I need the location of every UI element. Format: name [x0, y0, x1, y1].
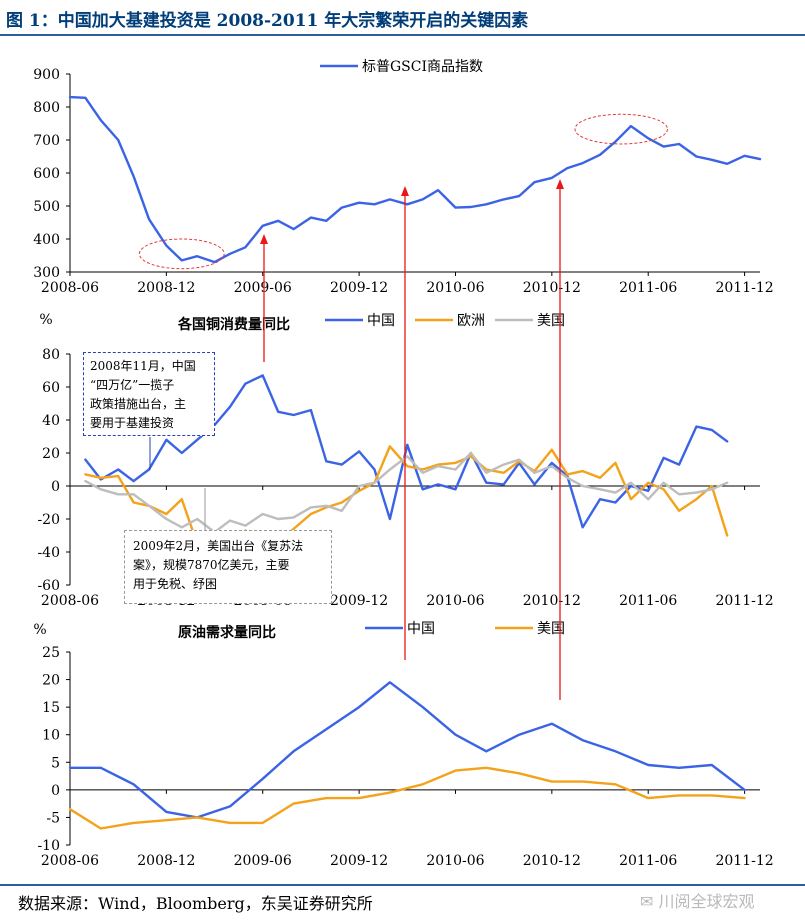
y-tick-label: 400: [33, 232, 60, 248]
y-tick-label: 0: [51, 479, 60, 495]
wechat-icon: ✉: [640, 892, 659, 911]
y-tick-label: 10: [42, 728, 60, 744]
x-tick-label: 2011-06: [619, 853, 677, 869]
x-tick-label: 2008-12: [137, 853, 195, 869]
x-tick-label: 2010-12: [523, 853, 581, 869]
x-tick-label: 2011-06: [619, 593, 677, 609]
stimulus-2008-annotation: 2008年11月，中国 “四万亿”一揽子 政策措施出台，主 要用于基建投资: [83, 352, 215, 436]
x-tick-label: 2008-06: [41, 853, 99, 869]
y-tick-label: 0: [51, 783, 60, 799]
figure-title: 图 1：中国加大基建投资是 2008-2011 年大宗繁荣开启的关键因素: [6, 11, 529, 31]
chart-title: 原油需求量同比: [178, 624, 276, 641]
series-line-china: [84, 374, 729, 529]
highlight-ellipse: [138, 238, 225, 270]
x-tick-label: 2010-06: [426, 853, 484, 869]
y-tick-label: 5: [51, 755, 60, 771]
legend-label: 美国: [537, 621, 565, 637]
legend-label: 标普GSCI商品指数: [362, 59, 483, 75]
y-tick-label: -20: [37, 512, 60, 528]
y-axis-unit: %: [33, 622, 46, 638]
y-tick-label: 40: [42, 413, 60, 429]
x-tick-label: 2008-06: [41, 593, 99, 609]
annotation-line: 2008年11月，中国: [90, 359, 196, 373]
legend-label: 中国: [367, 313, 395, 329]
y-tick-label: -5: [46, 810, 60, 826]
y-tick-label: 20: [42, 446, 60, 462]
y-tick-label: 25: [42, 645, 60, 661]
annotation-line: 政策措施出台，主: [90, 397, 187, 411]
source-note: 数据来源：Wind，Bloomberg，东吴证券研究所: [18, 894, 373, 913]
legend-label: 中国: [407, 621, 435, 637]
y-tick-label: 20: [42, 673, 60, 689]
y-tick-label: 700: [33, 133, 60, 149]
legend-label: 美国: [537, 313, 565, 329]
x-tick-label: 2010-12: [523, 280, 581, 296]
annotation-line: 用于免税、纾困: [133, 577, 218, 591]
series-line-europe: [84, 445, 729, 545]
y-tick-label: 15: [42, 700, 60, 716]
y-axis-unit: %: [39, 312, 52, 328]
event-arrow-head: [401, 186, 409, 196]
annotation-line: 2009年2月，美国出台《复苏法: [133, 539, 304, 553]
y-tick-label: -60: [37, 578, 60, 594]
event-arrow-head: [260, 234, 268, 244]
annotation-line: “四万亿”一揽子: [90, 378, 175, 392]
arra-2009-annotation: 2009年2月，美国出台《复苏法 案》，规模7870亿美元，主要 用于免税、纾困: [124, 530, 332, 604]
watermark-text: 川阅全球宏观: [658, 892, 755, 911]
series-line-china: [68, 95, 762, 264]
x-tick-label: 2010-06: [426, 280, 484, 296]
x-tick-label: 2011-06: [619, 280, 677, 296]
x-tick-label: 2009-12: [330, 853, 388, 869]
event-arrow-head: [556, 179, 564, 189]
x-tick-label: 2011-12: [715, 593, 773, 609]
x-tick-label: 2010-06: [426, 593, 484, 609]
watermark: ✉ 川阅全球宏观: [640, 888, 755, 912]
x-tick-label: 2008-06: [41, 280, 99, 296]
series-line-usa: [84, 451, 729, 534]
x-tick-label: 2008-12: [137, 280, 195, 296]
x-tick-label: 2009-06: [234, 280, 292, 296]
annotation-line: 案》，规模7870亿美元，主要: [133, 558, 290, 572]
y-tick-label: 300: [33, 265, 60, 281]
x-tick-label: 2009-06: [234, 853, 292, 869]
legend-label: 欧洲: [457, 313, 485, 329]
x-tick-label: 2010-12: [523, 593, 581, 609]
x-tick-label: 2011-12: [715, 280, 773, 296]
annotation-line: 要用于基建投资: [90, 416, 175, 430]
y-tick-label: 60: [42, 380, 60, 396]
y-tick-label: 900: [33, 67, 60, 83]
chart-title: 各国铜消费量同比: [177, 316, 290, 333]
y-tick-label: -10: [37, 838, 60, 854]
y-tick-label: 600: [33, 166, 60, 182]
y-tick-label: -40: [37, 545, 60, 561]
x-tick-label: 2009-12: [330, 280, 388, 296]
y-tick-label: 80: [42, 347, 60, 363]
highlight-ellipse: [574, 113, 668, 145]
title-divider: [0, 34, 805, 36]
y-tick-label: 800: [33, 100, 60, 116]
x-tick-label: 2011-12: [715, 853, 773, 869]
y-tick-label: 500: [33, 199, 60, 215]
x-tick-label: 2009-12: [330, 593, 388, 609]
series-line-china: [68, 681, 746, 819]
source-divider: [0, 884, 805, 886]
series-line-europe: [68, 766, 746, 830]
